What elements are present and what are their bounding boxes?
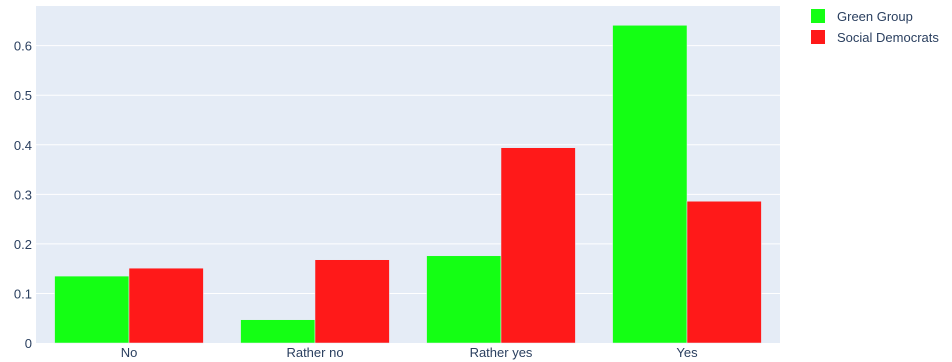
y-tick-label: 0.4 (14, 138, 32, 153)
bar-social-democrats-rather-no[interactable] (314, 259, 390, 344)
x-tick-labels: No Rather no Rather yes Yes (121, 345, 698, 360)
bar-social-democrats-no[interactable] (128, 267, 204, 344)
bar-social-democrats-rather-yes[interactable] (500, 147, 576, 344)
x-tick-label: Rather yes (470, 345, 533, 360)
bar-green-group-rather-no[interactable] (240, 319, 316, 344)
y-tick-label: 0.3 (14, 187, 32, 202)
legend-swatch (811, 9, 825, 23)
y-tick-label: 0.1 (14, 286, 32, 301)
y-tick-label: 0.5 (14, 88, 32, 103)
bar-social-democrats-yes[interactable] (686, 201, 762, 344)
x-tick-label: No (121, 345, 138, 360)
legend-label: Green Group (837, 9, 913, 24)
legend-label: Social Democrats (837, 30, 939, 45)
y-tick-label: 0.2 (14, 237, 32, 252)
legend-item-social-democrats[interactable]: Social Democrats (811, 30, 939, 45)
bar-green-group-yes[interactable] (612, 25, 688, 344)
y-tick-labels: 0 0.1 0.2 0.3 0.4 0.5 0.6 (14, 39, 32, 351)
y-tick-label: 0 (25, 336, 32, 351)
legend[interactable]: Green Group Social Democrats (811, 9, 939, 45)
bar-green-group-no[interactable] (54, 275, 130, 344)
bars (54, 25, 762, 344)
x-tick-label: Yes (676, 345, 698, 360)
legend-item-green-group[interactable]: Green Group (811, 9, 913, 24)
y-tick-label: 0.6 (14, 39, 32, 54)
x-tick-label: Rather no (286, 345, 343, 360)
legend-swatch (811, 30, 825, 44)
bar-green-group-rather-yes[interactable] (426, 255, 502, 344)
